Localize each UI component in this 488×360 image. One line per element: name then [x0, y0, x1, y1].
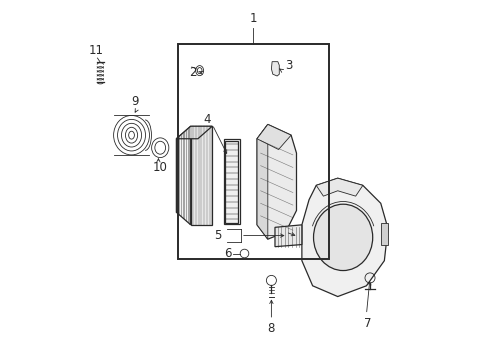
- Text: 7: 7: [364, 317, 371, 330]
- Polygon shape: [190, 126, 212, 225]
- Polygon shape: [301, 178, 387, 297]
- Text: 4: 4: [203, 113, 210, 126]
- Bar: [178, 44, 328, 259]
- Text: 11: 11: [88, 44, 103, 57]
- Text: 3: 3: [285, 59, 292, 72]
- Polygon shape: [176, 126, 212, 139]
- Text: 2: 2: [188, 66, 196, 79]
- Polygon shape: [257, 125, 296, 239]
- Text: 10: 10: [152, 161, 167, 174]
- Text: 6: 6: [224, 247, 232, 260]
- Polygon shape: [274, 225, 301, 247]
- Bar: [225, 140, 238, 223]
- Polygon shape: [257, 125, 290, 149]
- Polygon shape: [316, 178, 362, 196]
- Bar: [224, 139, 239, 224]
- Ellipse shape: [313, 204, 372, 271]
- Polygon shape: [271, 62, 279, 76]
- Text: 9: 9: [131, 95, 139, 108]
- Text: 1: 1: [249, 12, 257, 25]
- Polygon shape: [380, 223, 387, 244]
- Polygon shape: [176, 126, 190, 225]
- Text: 5: 5: [213, 229, 221, 242]
- Polygon shape: [257, 125, 267, 239]
- Text: 8: 8: [267, 322, 275, 335]
